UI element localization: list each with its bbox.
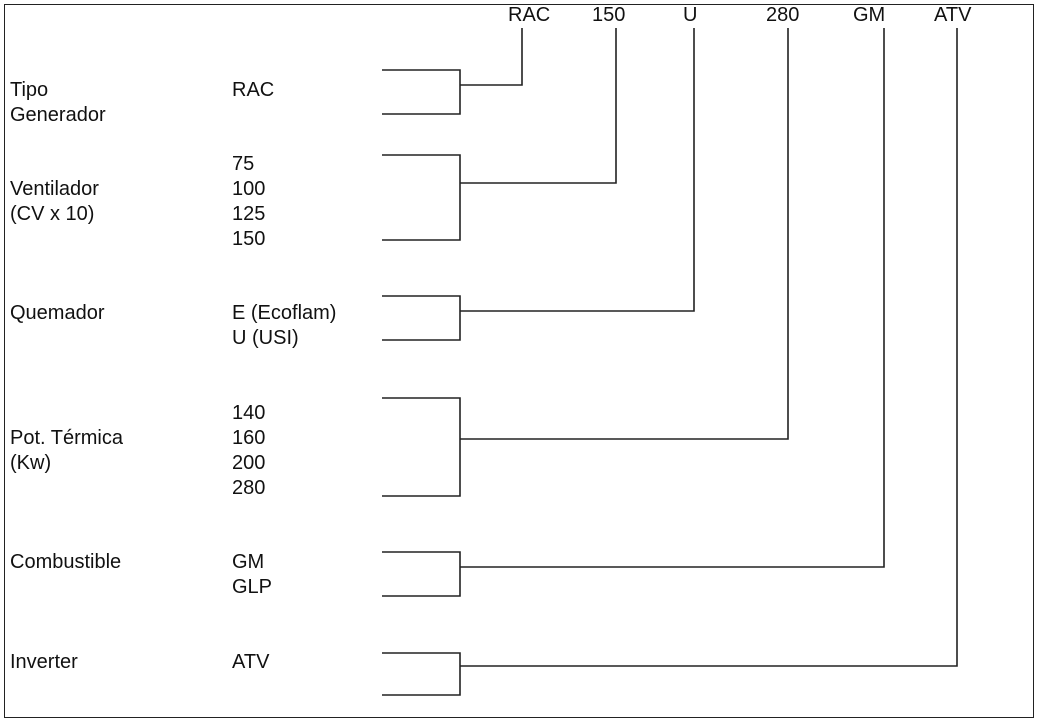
code-part-u: U [683, 4, 698, 26]
code-part-150: 150 [592, 4, 626, 26]
row-values-ventilador: 75 100 125 150 [232, 153, 266, 250]
bracket-pot-termica [382, 397, 461, 497]
connector-280 [460, 28, 789, 440]
code-part-gm: GM [853, 4, 886, 26]
row-label-pot-termica: Pot. Térmica (Kw) [10, 427, 123, 474]
bracket-ventilador [382, 154, 461, 241]
row-values-quemador: E (Ecoflam) U (USI) [232, 302, 337, 349]
code-part-rac: RAC [508, 4, 551, 26]
row-label-tipo-generador: Tipo Generador [10, 79, 106, 126]
row-values-pot-termica: 140 160 200 280 [232, 402, 266, 499]
connector-atv [460, 28, 958, 667]
connector-rac [460, 28, 523, 86]
row-label-inverter: Inverter [10, 651, 78, 673]
connector-gm [460, 28, 885, 568]
connector-150 [460, 28, 617, 184]
connector-u [460, 28, 695, 312]
row-values-combustible: GM GLP [232, 551, 273, 598]
code-part-atv: ATV [934, 4, 972, 26]
bracket-inverter [382, 652, 461, 696]
row-values-tipo-generador: RAC [232, 79, 275, 101]
code-part-280: 280 [766, 4, 800, 26]
bracket-quemador [382, 295, 461, 341]
diagram-frame [4, 4, 1034, 718]
row-label-combustible: Combustible [10, 551, 122, 573]
row-values-inverter: ATV [232, 651, 270, 673]
row-label-ventilador: Ventilador (CV x 10) [10, 178, 99, 225]
bracket-tipo-generador [382, 69, 461, 115]
bracket-combustible [382, 551, 461, 597]
row-label-quemador: Quemador [10, 302, 105, 324]
